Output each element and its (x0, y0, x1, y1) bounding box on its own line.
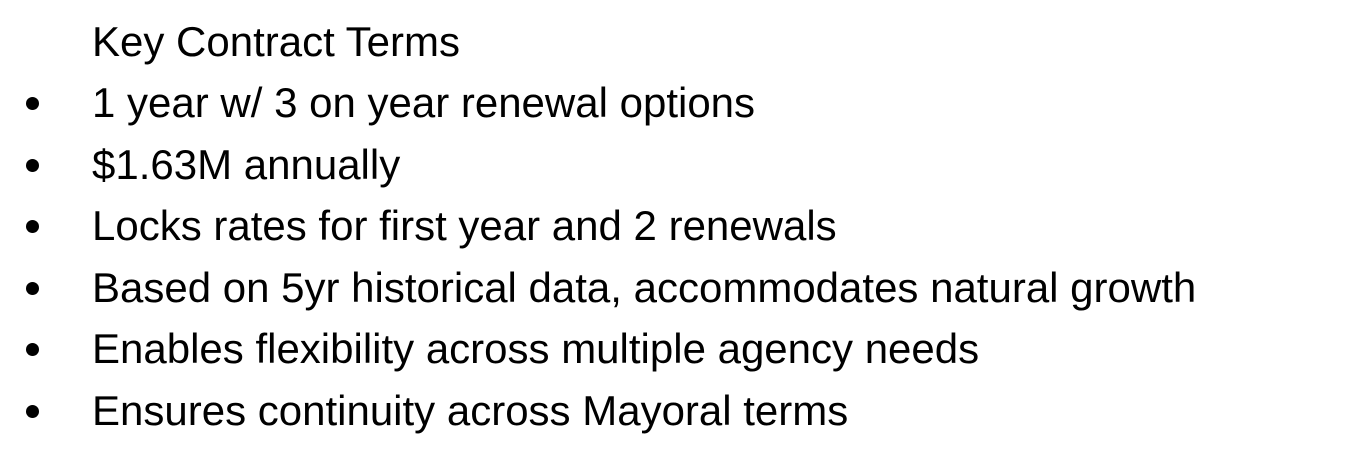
bullet-icon (26, 97, 39, 110)
bullet-icon (26, 281, 39, 295)
bullet-icon (26, 404, 39, 418)
list-item-text: 1 year w/ 3 on year renewal options (92, 79, 756, 126)
list-item-text: $1.63M annually (92, 140, 401, 188)
list-item-text: Based on 5yr historical data, accommodat… (92, 263, 1197, 311)
list-item-text: Enables flexibility across multiple agen… (92, 325, 980, 373)
list-item-text: Locks rates for first year and 2 renewal… (92, 202, 837, 250)
list-item-text: Ensures continuity across Mayoral terms (92, 386, 849, 434)
bullet-icon (26, 158, 39, 172)
list-heading: Key Contract Terms (92, 18, 461, 65)
bullet-icon (26, 220, 39, 234)
bullet-icon (26, 343, 39, 357)
